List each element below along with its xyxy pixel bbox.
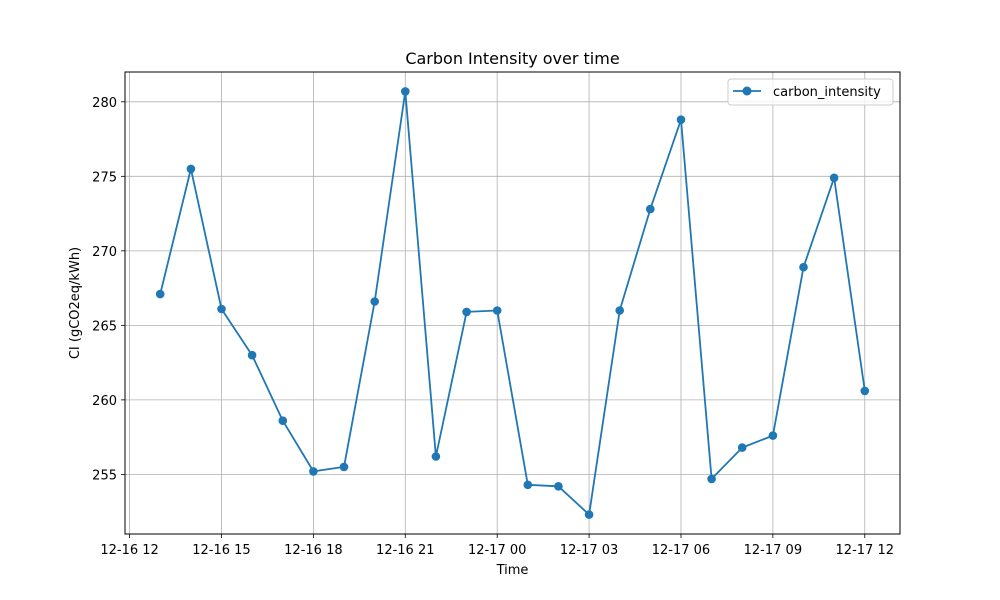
data-point (186, 164, 196, 174)
data-point (401, 87, 410, 96)
y-tick-label: 270 (92, 245, 117, 260)
x-tick-label: 12-16 21 (376, 543, 434, 558)
data-point (217, 304, 226, 314)
data-point (799, 262, 808, 272)
axis-ticks: 12-16 12 12-16 15 12-16 18 12-16 21 12-17 00… (92, 96, 894, 558)
data-point (492, 306, 502, 315)
data-point (431, 452, 441, 461)
data-point (768, 431, 778, 440)
x-tick-label: 12-17 03 (560, 543, 618, 558)
data-point (370, 297, 380, 306)
data-point (646, 204, 655, 214)
data-point (584, 510, 594, 519)
data-point (462, 307, 471, 317)
x-tick-label: 12-16 18 (284, 543, 342, 558)
legend-label: carbon_intensity (773, 85, 881, 100)
data-point (554, 482, 563, 491)
data-point (615, 306, 624, 315)
x-tick-label: 12-16 12 (100, 543, 158, 558)
y-axis-label: CI (gCO2eq/kWh) (68, 247, 83, 359)
data-point (309, 467, 318, 476)
data-point (737, 443, 747, 452)
data-point (247, 350, 257, 360)
data-point (523, 480, 533, 490)
x-tick-label: 12-17 06 (652, 543, 710, 558)
chart-title: Carbon Intensity over time (405, 49, 619, 68)
y-tick-label: 265 (92, 319, 117, 334)
x-axis-label: Time (496, 563, 529, 578)
legend-box (727, 78, 894, 106)
data-point (707, 474, 716, 484)
x-tick-label: 12-16 15 (192, 543, 250, 558)
data-point (860, 386, 870, 396)
data-point (829, 173, 839, 183)
legend: carbon_intensity (727, 78, 894, 106)
series-layer (155, 87, 870, 519)
y-tick-label: 255 (92, 468, 117, 483)
data-point (278, 416, 288, 426)
x-tick-label: 12-17 12 (836, 543, 894, 558)
y-tick-label: 280 (92, 96, 117, 111)
data-point (339, 462, 349, 472)
legend-marker (742, 86, 752, 96)
x-tick-label: 12-17 09 (744, 543, 802, 558)
y-tick-label: 260 (92, 394, 117, 409)
data-point (155, 289, 165, 299)
plot-frame (124, 71, 901, 535)
y-tick-label: 275 (92, 170, 117, 185)
data-point (676, 115, 686, 124)
series-line (159, 90, 866, 516)
x-tick-label: 12-17 00 (468, 543, 526, 558)
